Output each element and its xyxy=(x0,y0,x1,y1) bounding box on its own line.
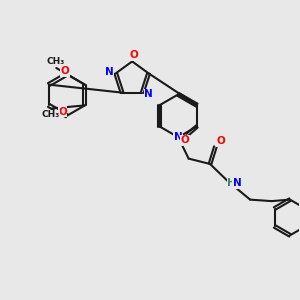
Text: CH₃: CH₃ xyxy=(46,57,65,66)
Text: N: N xyxy=(145,89,153,99)
Text: O: O xyxy=(61,66,70,76)
Text: N: N xyxy=(174,132,183,142)
Text: CH₃: CH₃ xyxy=(42,110,60,119)
Text: O: O xyxy=(129,50,138,61)
Text: O: O xyxy=(216,136,225,146)
Text: O: O xyxy=(181,135,189,145)
Text: H: H xyxy=(227,178,236,188)
Text: N: N xyxy=(105,67,114,77)
Text: N: N xyxy=(233,178,242,188)
Text: O: O xyxy=(58,107,67,117)
